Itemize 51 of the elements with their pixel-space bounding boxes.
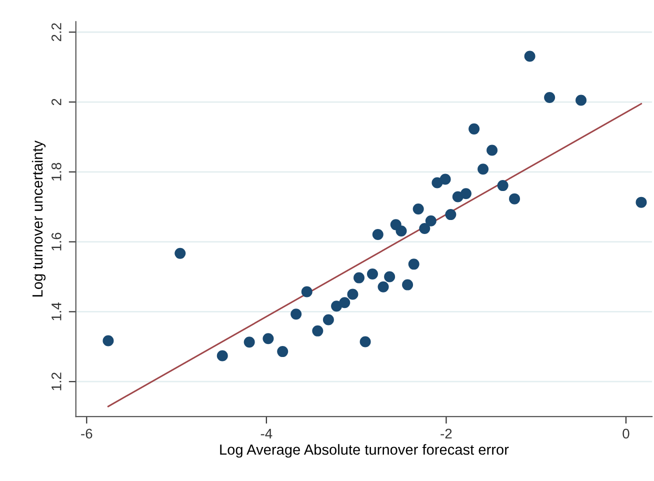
point	[347, 288, 358, 300]
point	[396, 225, 407, 236]
point	[452, 191, 464, 202]
point	[244, 336, 255, 348]
y-axis-title: Log turnover uncertainty	[32, 140, 46, 297]
x-tick-label: -4	[260, 428, 272, 438]
point	[576, 94, 587, 106]
point	[478, 164, 489, 175]
point	[102, 335, 114, 346]
point	[402, 279, 414, 290]
point	[524, 50, 536, 62]
point	[301, 286, 312, 298]
point	[384, 271, 396, 282]
point	[432, 177, 443, 188]
point	[419, 223, 430, 234]
y-tick-label: 1.2	[51, 372, 62, 390]
point	[331, 300, 342, 312]
x-tick-label: 0	[622, 428, 630, 439]
point	[360, 336, 371, 348]
point	[636, 196, 647, 208]
point	[497, 180, 508, 192]
point	[372, 228, 384, 240]
point	[339, 297, 350, 308]
point	[216, 350, 228, 362]
point	[322, 314, 334, 326]
point	[468, 123, 480, 134]
x-axis-title: Log Average Absolute turnover forecast error	[220, 444, 509, 458]
y-tick-label: 1.8	[51, 162, 62, 181]
point	[354, 272, 365, 284]
point	[460, 188, 472, 200]
x-tick-label: -2	[440, 428, 452, 438]
point	[312, 325, 324, 336]
y-tick-label: 2	[51, 98, 62, 106]
x-tick-label: -6	[81, 428, 92, 439]
point	[277, 346, 288, 358]
point	[412, 203, 424, 214]
point	[509, 193, 520, 204]
point	[174, 248, 186, 259]
y-tick-label: 2.2	[51, 23, 62, 42]
point	[290, 308, 302, 320]
point	[425, 215, 436, 226]
y-tick-label: 1.6	[51, 232, 62, 250]
y-tick-label: 1.4	[52, 302, 62, 320]
point	[440, 174, 451, 185]
point	[378, 281, 389, 292]
point	[262, 333, 274, 344]
point	[544, 92, 556, 103]
point	[408, 258, 420, 270]
point	[486, 144, 498, 156]
point	[445, 209, 456, 220]
point	[366, 268, 378, 280]
